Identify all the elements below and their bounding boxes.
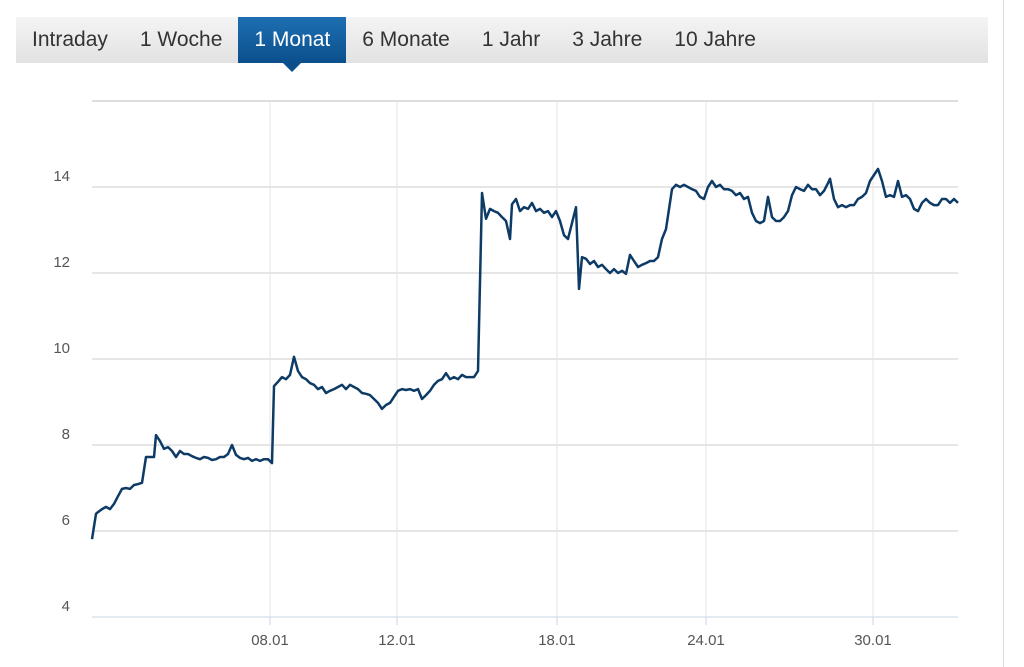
x-tick-label: 30.01 (854, 632, 892, 649)
x-tick-label: 12.01 (378, 632, 416, 649)
y-tick-label: 8 (62, 426, 70, 443)
y-tick-label: 6 (62, 512, 70, 529)
range-tab[interactable]: 6 Monate (362, 28, 450, 51)
range-tab[interactable]: 10 Jahre (674, 28, 756, 51)
panel-edge (1003, 0, 1004, 667)
y-tick-label: 14 (53, 168, 70, 185)
range-tab[interactable]: 3 Jahre (572, 28, 643, 51)
range-tab[interactable]: Intraday (32, 28, 108, 51)
range-tab[interactable]: 1 Monat (238, 17, 347, 72)
y-tick-label: 4 (62, 598, 70, 615)
range-tab[interactable]: 1 Jahr (481, 28, 541, 51)
x-tick-label: 08.01 (251, 632, 289, 649)
y-tick-label: 10 (53, 340, 70, 357)
price-line (90, 167, 959, 540)
chart: 4 6 8 10 12 14 08.01 12.01 18.01 24.01 30.01 (53, 100, 959, 649)
y-tick-label: 12 (53, 254, 70, 271)
range-tab[interactable]: 1 Woche (139, 28, 223, 51)
tab-bar: Intraday 1 Woche 1 Monat 6 Monate 1 Jahr 3 Ja… (16, 17, 988, 72)
x-tick-label: 24.01 (687, 632, 725, 649)
x-tick-label: 18.01 (538, 632, 576, 649)
